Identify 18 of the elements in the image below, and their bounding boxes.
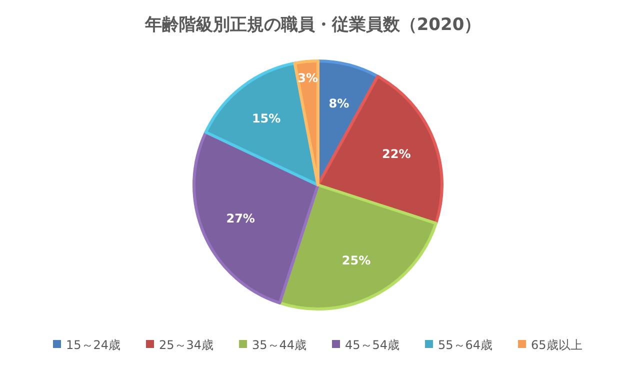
legend-label: 45～54歳 bbox=[345, 338, 400, 352]
pie-slice bbox=[204, 62, 320, 186]
data-label: 8% bbox=[328, 96, 350, 111]
data-label: 3% bbox=[298, 70, 318, 85]
chart-title: 年齢階級別正規の職員・従業員数（2020） bbox=[144, 15, 482, 35]
data-label: 15% bbox=[252, 112, 281, 126]
legend-label: 35～44歳 bbox=[252, 338, 307, 352]
legend-label: 15～24歳 bbox=[66, 338, 121, 352]
pie-slice bbox=[293, 60, 320, 186]
legend-label: 55～64歳 bbox=[438, 338, 493, 352]
pie-slice bbox=[192, 130, 320, 304]
legend-label: 25～34歳 bbox=[159, 338, 214, 352]
pie-slice bbox=[278, 184, 438, 310]
data-label: 25% bbox=[342, 253, 371, 268]
pie-slice bbox=[316, 74, 444, 225]
data-label: 27% bbox=[226, 212, 255, 226]
data-label: 22% bbox=[382, 147, 411, 162]
legend-label: 65歳以上 bbox=[531, 338, 582, 352]
